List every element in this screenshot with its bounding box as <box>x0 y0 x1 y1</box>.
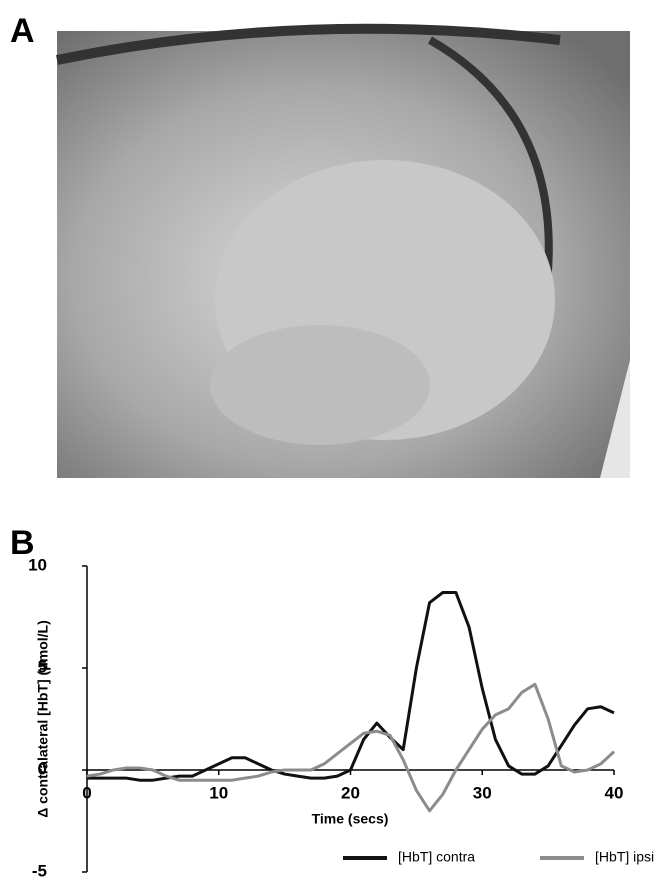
panel-label: A <box>10 12 35 50</box>
x-tick-label: 10 <box>209 783 228 802</box>
data-line <box>87 591 615 782</box>
x-tick-label: 0 <box>82 783 91 802</box>
legend-label: [HbT] ipsi <box>595 849 654 865</box>
legend-label: [HbT] contra <box>398 849 475 865</box>
data-line <box>86 682 616 813</box>
y-axis-label: Δ contralateral [HbT] (μmol/L) <box>35 620 51 818</box>
x-tick-label: 30 <box>473 783 492 802</box>
photo <box>55 23 630 478</box>
y-tick-label: 0 <box>38 759 47 778</box>
x-tick-label: 40 <box>605 783 624 802</box>
x-axis-label: Time (secs) <box>312 811 389 827</box>
y-tick-label: -5 <box>32 861 47 880</box>
y-tick-label: 10 <box>28 555 47 574</box>
y-tick-label: 5 <box>38 657 47 676</box>
x-tick-label: 20 <box>341 783 360 802</box>
panel-label: B <box>10 524 35 562</box>
